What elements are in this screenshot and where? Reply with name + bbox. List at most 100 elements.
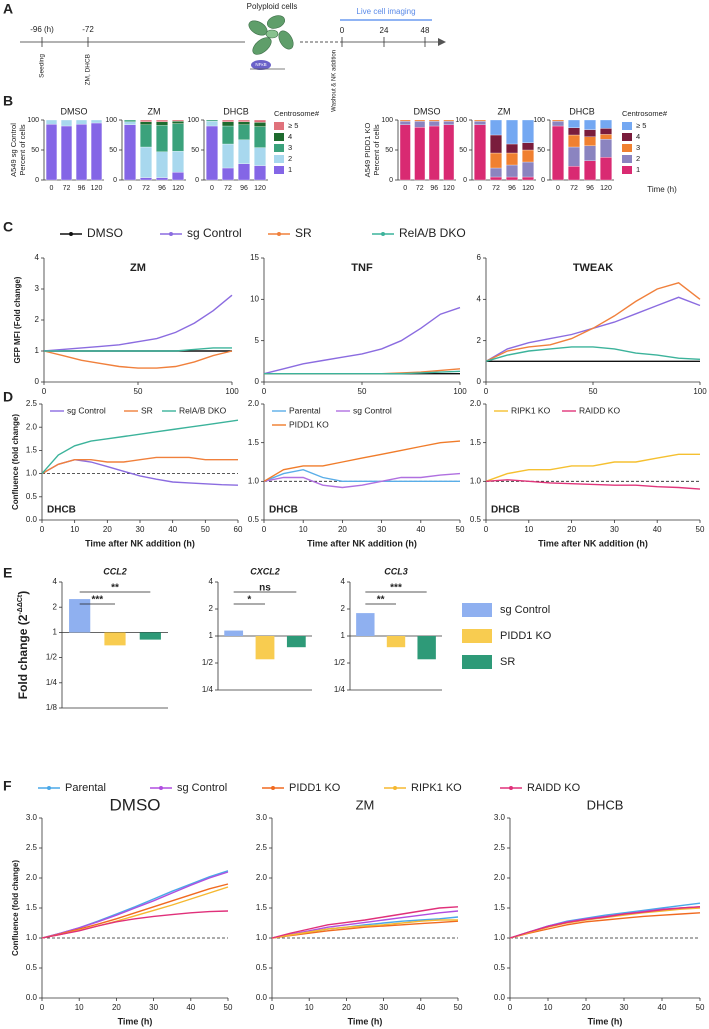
y-tick-label: 1.5 [494,903,506,912]
legend-label: sg Control [177,782,227,794]
annotation: DHCB [491,505,520,516]
y-tick-label: 4 [341,577,346,586]
x-tick-label: 30 [620,1003,629,1012]
line-series [263,440,461,482]
legend-label: Parental [65,782,106,794]
legend-label: SR [295,226,312,240]
legend-label: SR [500,656,515,668]
y-axis-label-part: ) [16,591,30,595]
x-tick-label: 0 [556,185,560,192]
chart: 0 2 4 6 0 50 100 TWEAK [477,253,708,396]
x-tick-label: 50 [134,387,143,396]
x-tick-label: 20 [103,525,112,534]
bar-segment [474,121,486,125]
chart: 0 50 100 DMSO A549 PIDD1 KO Percent of cells 0… [363,106,456,192]
legend-label: RIPK1 KO [411,782,462,794]
bar-segment [522,161,534,178]
chart-title: DMSO [414,106,441,116]
chart-title: TWEAK [573,262,613,274]
x-tick-label: 0 [40,525,45,534]
y-tick-label: 0.5 [256,963,268,972]
y-tick-label: 0 [389,177,393,184]
legend-label: 1 [636,165,640,174]
bar-segment [206,119,218,122]
chart: 0 50 100 ZM 0 72 96 120 [105,106,186,192]
chart-title: DHCB [569,106,595,116]
legend-label: DMSO [87,226,123,240]
x-tick-label: 120 [443,185,455,192]
y-tick-label: 1.5 [248,438,260,447]
chart-title: DHCB [223,106,249,116]
x-tick-label: 10 [305,1003,314,1012]
legend-label: SR [141,405,153,415]
chart: 0 50 100 DHCB 0 72 96 120 [187,106,268,192]
reporter-label: NFκB [255,62,266,67]
bar-segment [172,121,184,124]
x-tick-label: 50 [696,1003,705,1012]
y-tick-label: 0 [463,177,467,184]
y-tick-label: 15 [250,253,259,262]
bar-segment [443,121,455,125]
y-tick-label: 0.5 [248,515,260,524]
bar-segment [45,119,58,125]
chart-title: ZM [498,106,511,116]
legend-title: Centrosome# [622,109,668,118]
y-tick-label: 4 [477,294,482,303]
y-tick-label: 100 [533,117,545,124]
x-tick-label: 10 [524,525,533,534]
y-tick-label: 50 [459,147,467,154]
legend-label: sg Control [500,604,550,616]
x-tick-label: 96 [508,185,516,192]
x-tick-label: 120 [172,185,184,192]
bar-segment [254,119,266,123]
legend-label: 2 [636,154,640,163]
bar-segment [506,143,518,154]
bar [417,636,436,660]
bar-segment [428,121,440,127]
x-tick-label: 0 [262,525,267,534]
bar-segment [490,134,502,154]
bar-segment [506,152,518,166]
y-tick-label: 50 [385,147,393,154]
legend-label: sg Control [67,405,106,415]
bar-segment [124,124,136,181]
bar-segment [172,119,184,122]
x-tick-label: 30 [379,1003,388,1012]
y-tick-label: 3 [35,284,40,293]
x-tick-label: 50 [696,525,705,534]
line-series [485,346,701,362]
x-tick-label: 0 [40,1003,45,1012]
x-tick-label: 50 [201,525,210,534]
y-tick-label: 1/4 [334,685,346,694]
y-tick-label: 2.0 [26,422,38,431]
x-axis-label: Time (h) [588,1016,623,1026]
x-tick-label: 0 [403,185,407,192]
annotation: DHCB [269,505,298,516]
bar-segment [584,160,596,181]
y-tick-label: 1.0 [494,933,506,942]
x-tick-label: 40 [653,525,662,534]
y-tick-label: 2.0 [470,399,482,408]
y-tick-label: 0 [195,177,199,184]
y-tick-label: 100 [381,117,393,124]
y-tick-label: 1/2 [202,658,214,667]
bar-segment [75,119,88,125]
bar-segment [124,119,136,122]
x-tick-label: 50 [589,387,598,396]
legend-label: sg Control [187,226,242,240]
x-tick-label: 100 [453,387,467,396]
line-series [485,453,700,482]
bar-segment [90,122,103,181]
bar-segment [254,147,266,166]
annotation: DHCB [47,505,76,516]
line-series [485,282,701,362]
bar-segment [568,166,580,181]
y-tick-label: 4 [209,577,214,586]
x-tick-label: 50 [454,1003,463,1012]
cells-illustration [248,15,294,55]
significance-label: ns [259,583,271,594]
x-tick-label: 50 [358,387,367,396]
bar-segment [490,119,502,136]
legend-swatch [622,133,632,141]
